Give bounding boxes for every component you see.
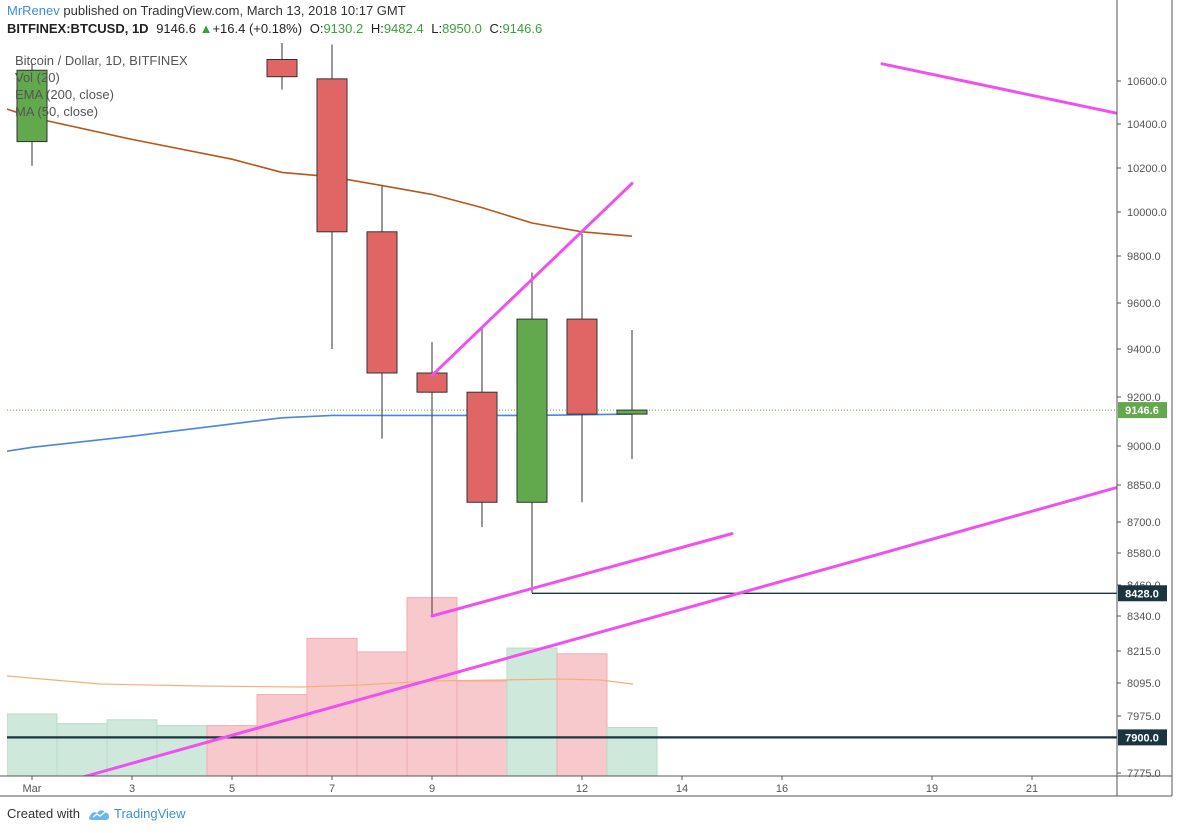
price-tick-label: 8580.0 xyxy=(1127,548,1161,560)
price-tick-label: 8850.0 xyxy=(1127,480,1161,492)
published-text: published on TradingView.com, March 13, … xyxy=(63,3,406,18)
volume-layer xyxy=(7,597,658,776)
price-tick-label: 8095.0 xyxy=(1127,678,1161,690)
open-value: 9130.2 xyxy=(323,21,364,36)
trendline xyxy=(880,62,1117,115)
low-value: 8950.0 xyxy=(442,21,482,36)
price-tick-label: 10400.0 xyxy=(1127,119,1167,131)
up-arrow-icon: ▲ xyxy=(199,21,213,36)
candle-body xyxy=(566,318,598,415)
candle-body xyxy=(266,59,298,78)
trendline xyxy=(430,532,734,618)
legend-volume[interactable]: Vol (20) xyxy=(15,70,60,85)
level-price-tag-bg xyxy=(1118,729,1167,746)
price-tick-label: 9200.0 xyxy=(1127,392,1161,404)
candle-body xyxy=(16,69,48,143)
time-tick-label: 3 xyxy=(129,783,135,795)
time-tick-label: 12 xyxy=(576,783,588,795)
candle-layer xyxy=(16,43,648,616)
last-price: 9146.6 xyxy=(156,21,196,36)
candle-body xyxy=(416,372,448,393)
time-tick-label: Mar xyxy=(23,783,42,795)
price-tick-label: 7775.0 xyxy=(1127,768,1161,780)
price-tick-label: 8215.0 xyxy=(1127,646,1161,658)
volume-bar xyxy=(556,653,608,776)
author-name[interactable]: MrRenev xyxy=(7,3,60,18)
time-tick-label: 19 xyxy=(926,783,938,795)
open-label: O: xyxy=(309,21,324,36)
symbol-info: BITFINEX:BTCUSD, 1D 9146.6 ▲+16.4 (+0.18… xyxy=(7,21,542,36)
close-label: C: xyxy=(489,21,503,36)
trendline xyxy=(430,181,634,377)
price-tick-label: 8340.0 xyxy=(1127,611,1161,623)
ma-50-line xyxy=(7,413,633,452)
high-label: H: xyxy=(370,21,384,36)
time-tick-label: 21 xyxy=(1026,783,1038,795)
indicator-layer xyxy=(7,108,633,452)
legend-ema[interactable]: EMA (200, close) xyxy=(15,87,114,102)
trendline-layer xyxy=(81,62,1117,776)
tradingview-logo-icon xyxy=(88,809,109,820)
price-tick-label: 10000.0 xyxy=(1127,207,1167,219)
volume-bar xyxy=(206,725,258,776)
legend-symbol[interactable]: Bitcoin / Dollar, 1D, BITFINEX xyxy=(15,53,188,68)
volume-bar xyxy=(456,680,508,776)
publish-info: MrRenev published on TradingView.com, Ma… xyxy=(7,3,406,18)
candle-body xyxy=(466,391,498,503)
candle-body xyxy=(366,231,398,374)
candle-body xyxy=(316,78,348,233)
volume-bar xyxy=(7,713,58,776)
candle-body xyxy=(516,318,548,503)
volume-bar xyxy=(606,727,658,776)
low-label: L: xyxy=(431,21,443,36)
volume-bar xyxy=(506,647,558,776)
last-price-tag: 9146.6 xyxy=(1125,405,1159,417)
price-tick-label: 9800.0 xyxy=(1127,251,1161,263)
footer: Created with TradingView xyxy=(7,806,186,821)
candle-body xyxy=(616,409,648,415)
time-tick-label: 9 xyxy=(429,783,435,795)
time-tick-label: 14 xyxy=(676,783,688,795)
last-price-tag-bg xyxy=(1118,402,1167,419)
legend-ma[interactable]: MA (50, close) xyxy=(15,104,99,119)
price-tick-label: 7975.0 xyxy=(1127,711,1161,723)
trendline xyxy=(81,485,1117,776)
time-tick-label: 5 xyxy=(229,783,235,795)
levels-layer xyxy=(7,409,1117,739)
close-value: 9146.6 xyxy=(502,21,543,36)
indicator-legend: Bitcoin / Dollar, 1D, BITFINEX Vol (20) … xyxy=(15,52,188,120)
tradingview-brand[interactable]: TradingView xyxy=(113,806,186,821)
volume-bar xyxy=(356,651,408,776)
created-with-text: Created with xyxy=(7,806,80,821)
symbol-name: BITFINEX:BTCUSD, 1D xyxy=(7,21,149,36)
level-price-tag: 8428.0 xyxy=(1125,588,1159,600)
volume-bar xyxy=(256,694,308,776)
price-tick-label: 9600.0 xyxy=(1127,298,1161,310)
price-tick-label: 10200.0 xyxy=(1127,163,1167,175)
high-value: 9482.4 xyxy=(383,21,424,36)
price-tick-label: 10600.0 xyxy=(1127,76,1167,88)
level-price-tag: 7900.0 xyxy=(1125,732,1159,744)
axis-layer: 10600.0 10400.0 10200.0 10000.0 9800.0 9600.0… xyxy=(0,0,1173,797)
volume-ma-line xyxy=(7,675,634,688)
volume-bar xyxy=(406,597,458,776)
level-price-tag-bg xyxy=(1118,585,1167,602)
price-change: +16.4 (+0.18%) xyxy=(212,21,303,36)
volume-bar xyxy=(56,723,108,776)
time-tick-label: 7 xyxy=(329,783,335,795)
price-tick-label: 9000.0 xyxy=(1127,441,1161,453)
price-tick-label: 9400.0 xyxy=(1127,344,1161,356)
time-tick-label: 16 xyxy=(776,783,788,795)
ema-200-line xyxy=(7,108,633,237)
price-tick-label: 8700.0 xyxy=(1127,517,1161,529)
